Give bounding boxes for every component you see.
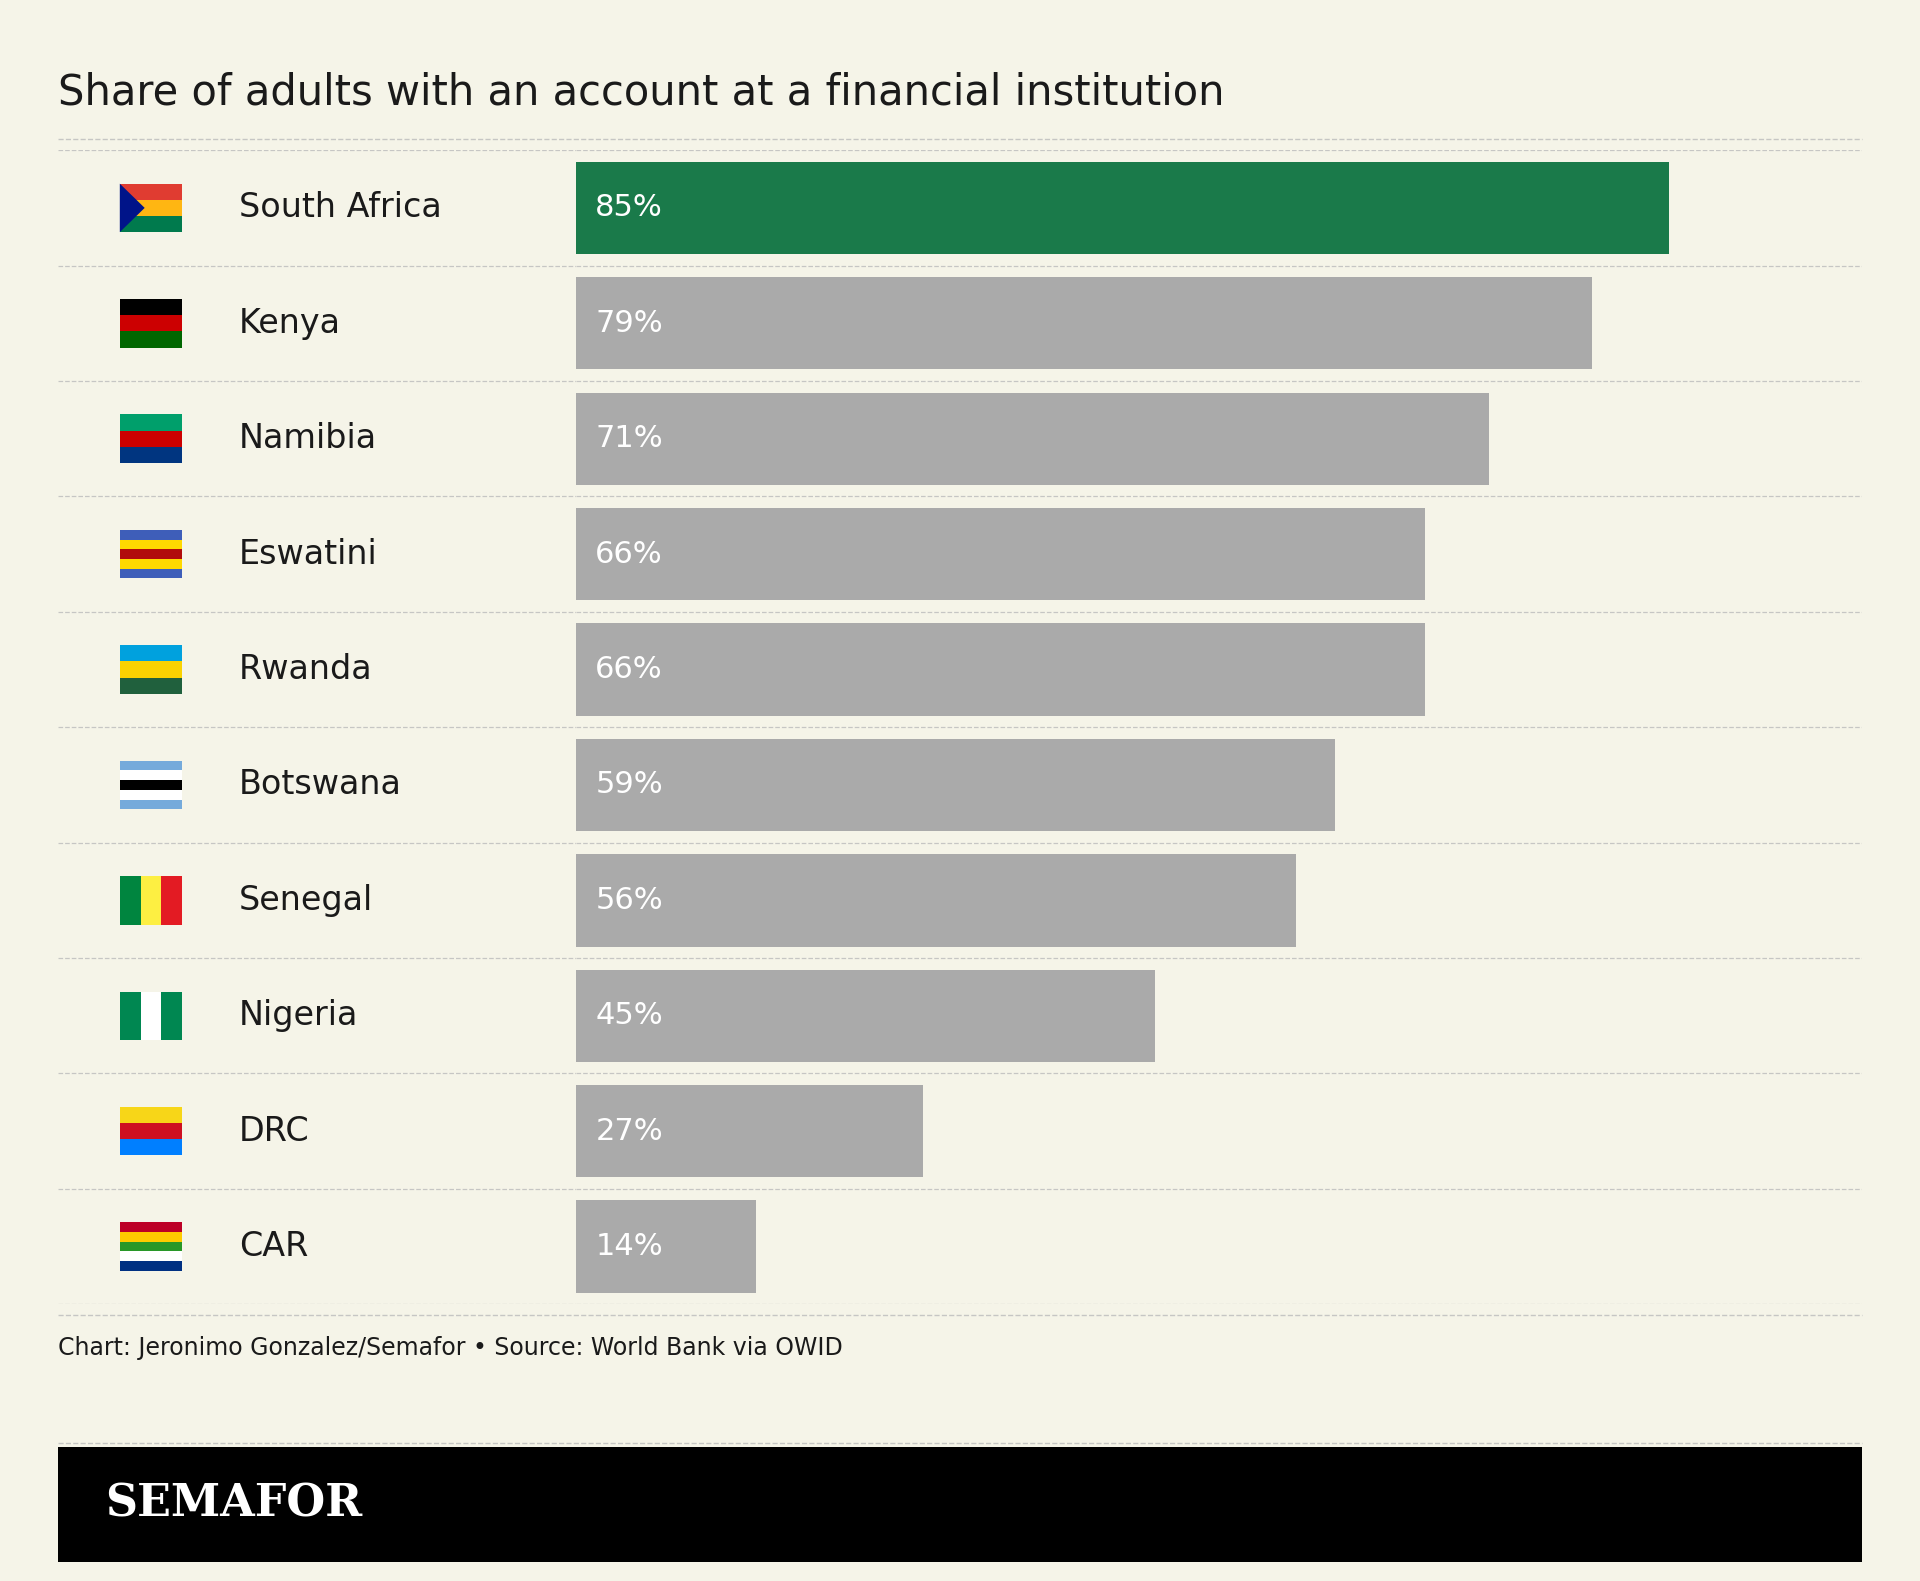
Bar bbox=[119, 430, 182, 447]
Bar bbox=[119, 569, 182, 579]
Text: Rwanda: Rwanda bbox=[240, 653, 372, 686]
Bar bbox=[119, 1252, 182, 1262]
Bar bbox=[576, 508, 1425, 601]
Bar bbox=[576, 1085, 924, 1178]
Bar bbox=[119, 760, 182, 770]
Bar bbox=[119, 1232, 182, 1241]
Text: Botswana: Botswana bbox=[240, 768, 401, 802]
Text: 45%: 45% bbox=[595, 1001, 662, 1031]
Bar bbox=[576, 392, 1490, 485]
Text: Share of adults with an account at a financial institution: Share of adults with an account at a fin… bbox=[58, 71, 1225, 114]
Text: 27%: 27% bbox=[595, 1116, 662, 1146]
Bar bbox=[576, 1200, 756, 1293]
Bar bbox=[119, 530, 182, 539]
Text: Senegal: Senegal bbox=[240, 884, 372, 917]
Bar bbox=[119, 678, 182, 694]
Bar bbox=[576, 854, 1296, 947]
Text: Namibia: Namibia bbox=[240, 422, 376, 455]
Text: 85%: 85% bbox=[595, 193, 662, 223]
Text: DRC: DRC bbox=[240, 1115, 309, 1148]
Bar bbox=[119, 560, 182, 569]
Bar bbox=[119, 539, 182, 549]
Text: Chart: Jeronimo Gonzalez/Semafor • Source: World Bank via OWID: Chart: Jeronimo Gonzalez/Semafor • Sourc… bbox=[58, 1336, 843, 1360]
Bar bbox=[119, 645, 182, 661]
Text: 14%: 14% bbox=[595, 1232, 662, 1262]
Bar bbox=[119, 1262, 182, 1271]
Bar bbox=[119, 332, 182, 348]
Text: 66%: 66% bbox=[595, 655, 662, 685]
Bar bbox=[119, 770, 182, 779]
Bar bbox=[119, 217, 182, 232]
Bar bbox=[119, 315, 182, 332]
Bar bbox=[119, 414, 182, 430]
Text: 59%: 59% bbox=[595, 770, 662, 800]
Polygon shape bbox=[119, 183, 144, 232]
Text: Eswatini: Eswatini bbox=[240, 538, 378, 571]
Bar bbox=[161, 991, 182, 1040]
Bar bbox=[576, 277, 1592, 370]
Bar bbox=[119, 1107, 182, 1123]
Bar bbox=[119, 876, 140, 925]
Text: 71%: 71% bbox=[595, 424, 662, 454]
Bar bbox=[119, 1241, 182, 1252]
Text: 66%: 66% bbox=[595, 539, 662, 569]
Bar bbox=[119, 1222, 182, 1232]
Bar bbox=[576, 623, 1425, 716]
Bar bbox=[576, 738, 1334, 832]
Bar bbox=[140, 876, 161, 925]
Bar bbox=[119, 779, 182, 790]
Bar bbox=[119, 549, 182, 560]
Bar bbox=[119, 1123, 182, 1140]
Bar bbox=[119, 790, 182, 800]
Text: Nigeria: Nigeria bbox=[240, 999, 359, 1032]
Text: SEMAFOR: SEMAFOR bbox=[106, 1483, 363, 1526]
Text: CAR: CAR bbox=[240, 1230, 309, 1263]
Bar bbox=[119, 991, 140, 1040]
Text: South Africa: South Africa bbox=[240, 191, 442, 225]
Bar bbox=[119, 199, 182, 217]
Bar bbox=[576, 161, 1668, 255]
Bar bbox=[119, 299, 182, 315]
Bar bbox=[576, 969, 1156, 1062]
Bar bbox=[119, 447, 182, 463]
Text: 56%: 56% bbox=[595, 885, 662, 915]
Bar bbox=[119, 800, 182, 809]
Bar bbox=[119, 183, 182, 199]
Bar bbox=[140, 991, 161, 1040]
Bar bbox=[161, 876, 182, 925]
Bar bbox=[119, 1140, 182, 1156]
Bar bbox=[119, 661, 182, 678]
Text: Kenya: Kenya bbox=[240, 307, 342, 340]
Text: 79%: 79% bbox=[595, 308, 662, 338]
